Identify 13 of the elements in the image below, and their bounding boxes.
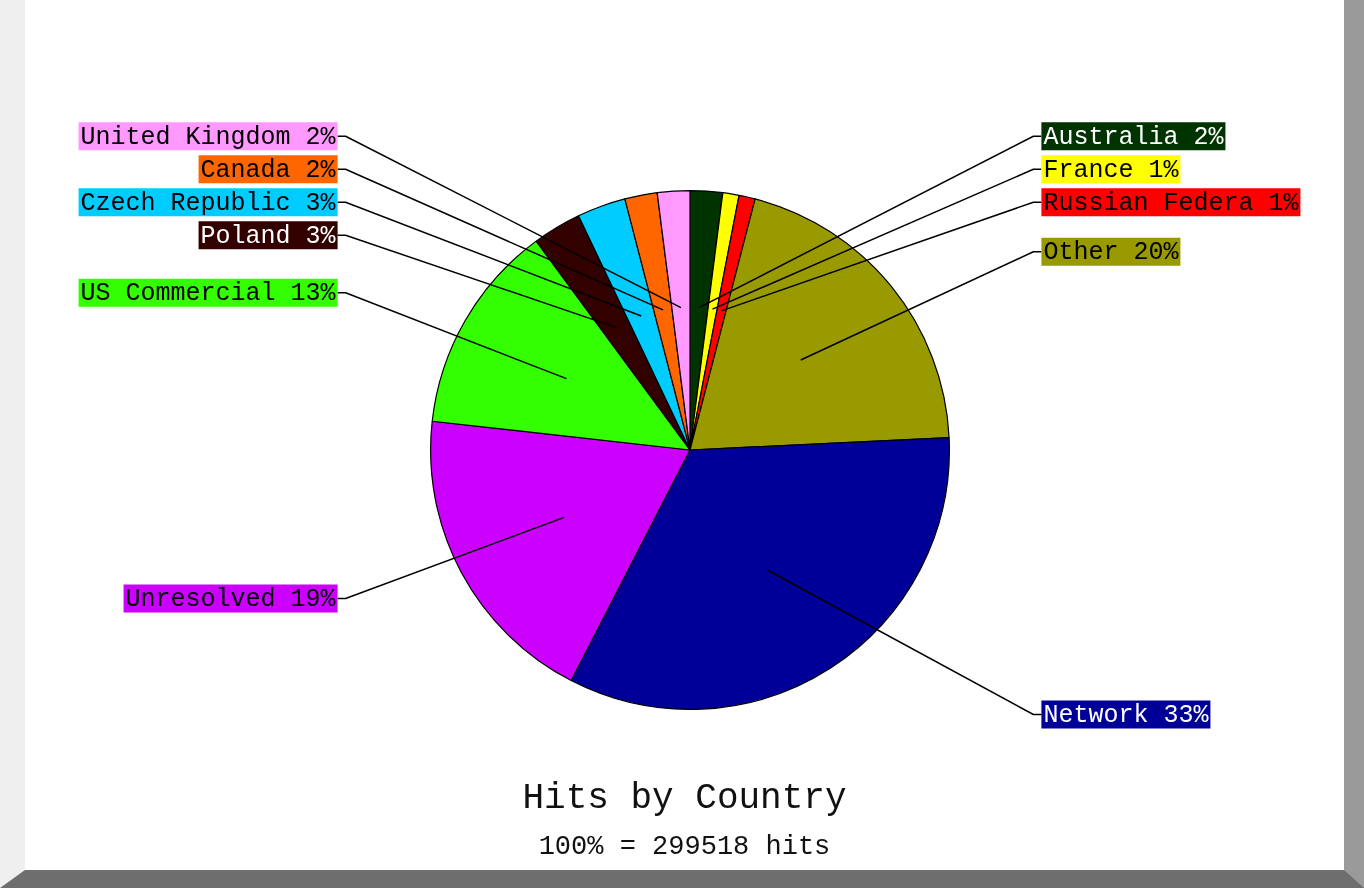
slice-label: Other 20% [1043, 238, 1180, 268]
slice-label: Czech Republic 3% [80, 188, 337, 218]
slice-label: United Kingdom 2% [80, 122, 337, 152]
text: 100% = 299518 hits [537, 832, 832, 862]
slice-label: Unresolved 19% [125, 585, 337, 615]
slice-label: Canada 2% [200, 155, 337, 185]
text: Hits by Country [521, 778, 848, 819]
slice-label: US Commercial 13% [80, 279, 337, 309]
slice-label: Russian Federa 1% [1043, 188, 1300, 218]
slice-label: Poland 3% [200, 221, 337, 251]
slice-label: Australia 2% [1043, 122, 1225, 152]
slice-label: Network 33% [1043, 701, 1210, 731]
slice-label: France 1% [1043, 155, 1180, 185]
